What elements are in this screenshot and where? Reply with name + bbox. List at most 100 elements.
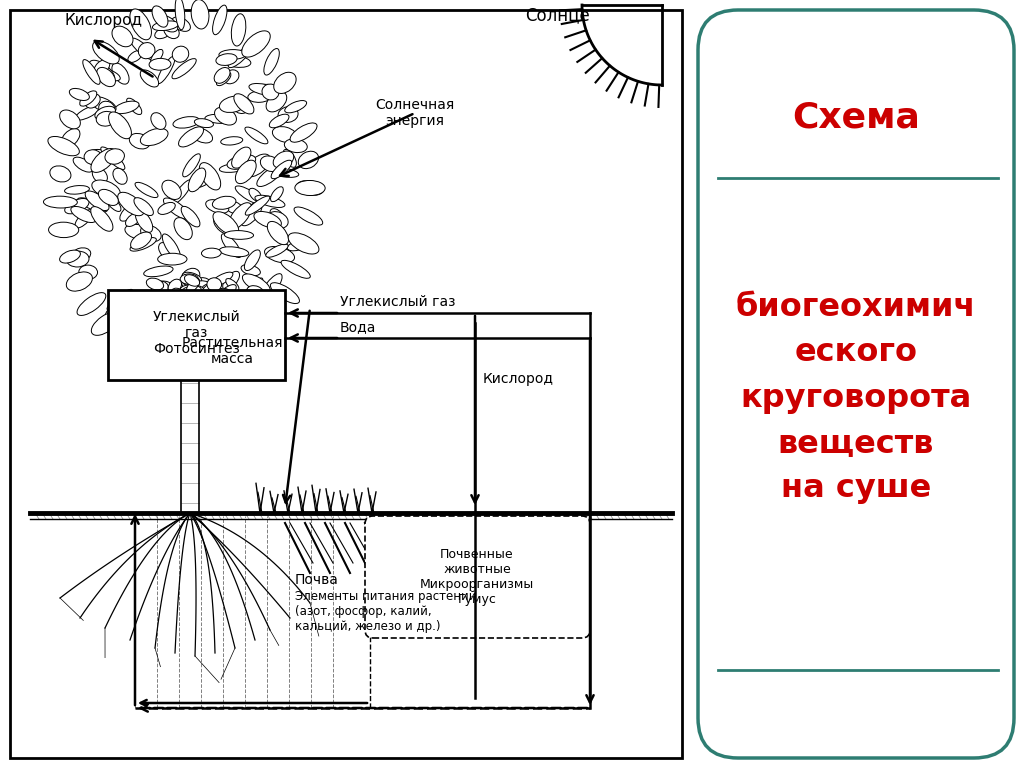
Ellipse shape	[221, 233, 242, 257]
Ellipse shape	[195, 118, 213, 127]
Ellipse shape	[272, 127, 297, 142]
Ellipse shape	[197, 278, 212, 290]
Ellipse shape	[241, 265, 260, 276]
Ellipse shape	[219, 164, 247, 172]
Ellipse shape	[127, 334, 157, 352]
Ellipse shape	[258, 301, 285, 327]
Ellipse shape	[222, 55, 251, 68]
Ellipse shape	[210, 290, 228, 309]
Ellipse shape	[112, 63, 129, 84]
Ellipse shape	[94, 60, 110, 75]
Ellipse shape	[75, 210, 93, 228]
Ellipse shape	[104, 149, 125, 164]
Ellipse shape	[186, 279, 200, 293]
Ellipse shape	[215, 311, 230, 327]
Ellipse shape	[172, 58, 197, 79]
Ellipse shape	[43, 196, 78, 208]
Ellipse shape	[151, 113, 166, 130]
Ellipse shape	[241, 202, 262, 226]
Ellipse shape	[200, 299, 222, 307]
Ellipse shape	[78, 198, 108, 212]
FancyBboxPatch shape	[698, 10, 1014, 758]
Ellipse shape	[219, 285, 237, 300]
Ellipse shape	[267, 212, 288, 228]
Ellipse shape	[206, 200, 228, 214]
Ellipse shape	[279, 107, 298, 122]
Ellipse shape	[180, 274, 199, 284]
Ellipse shape	[150, 58, 171, 70]
Ellipse shape	[163, 234, 180, 260]
Ellipse shape	[65, 186, 89, 194]
Ellipse shape	[285, 139, 307, 153]
Ellipse shape	[184, 275, 200, 286]
Ellipse shape	[181, 268, 200, 285]
Ellipse shape	[191, 128, 213, 143]
Ellipse shape	[266, 92, 287, 112]
Ellipse shape	[61, 128, 80, 147]
Ellipse shape	[245, 154, 270, 177]
Ellipse shape	[158, 253, 187, 265]
Ellipse shape	[224, 291, 243, 303]
Ellipse shape	[116, 329, 129, 349]
Ellipse shape	[296, 180, 324, 195]
Ellipse shape	[266, 244, 288, 257]
Ellipse shape	[87, 197, 106, 208]
Ellipse shape	[136, 339, 145, 364]
Ellipse shape	[80, 91, 97, 106]
Ellipse shape	[298, 151, 318, 169]
Ellipse shape	[169, 294, 184, 309]
Ellipse shape	[214, 216, 234, 235]
Ellipse shape	[188, 168, 206, 192]
Ellipse shape	[214, 294, 237, 308]
Ellipse shape	[130, 237, 157, 251]
Ellipse shape	[67, 272, 92, 291]
Ellipse shape	[186, 329, 206, 343]
Ellipse shape	[180, 303, 195, 316]
Ellipse shape	[146, 278, 164, 290]
Ellipse shape	[153, 6, 168, 27]
Ellipse shape	[195, 308, 220, 321]
Ellipse shape	[246, 196, 269, 215]
Ellipse shape	[71, 207, 96, 223]
Ellipse shape	[288, 241, 308, 251]
Ellipse shape	[281, 260, 310, 278]
Ellipse shape	[164, 24, 179, 38]
Ellipse shape	[264, 247, 295, 263]
Ellipse shape	[98, 101, 115, 116]
Ellipse shape	[134, 197, 154, 216]
Ellipse shape	[129, 323, 147, 339]
Ellipse shape	[267, 221, 289, 245]
Ellipse shape	[164, 282, 183, 298]
Text: Почва: Почва	[295, 573, 339, 587]
Ellipse shape	[152, 281, 168, 296]
Ellipse shape	[249, 84, 279, 95]
Ellipse shape	[172, 349, 188, 376]
Ellipse shape	[104, 300, 131, 323]
Text: Почвенные
животные
Микроорганизмы
Гумус: Почвенные животные Микроорганизмы Гумус	[420, 548, 535, 606]
Ellipse shape	[118, 192, 144, 216]
Ellipse shape	[290, 123, 317, 142]
Ellipse shape	[203, 322, 223, 333]
Ellipse shape	[189, 318, 212, 327]
Bar	[108, 290, 285, 380]
Ellipse shape	[164, 296, 176, 310]
Ellipse shape	[248, 91, 272, 102]
Text: биогеохимич
еского
круговорота
веществ
на суше: биогеохимич еского круговорота веществ н…	[736, 292, 976, 505]
Ellipse shape	[92, 180, 120, 198]
Ellipse shape	[227, 155, 256, 169]
Ellipse shape	[181, 207, 200, 227]
Text: Растительная
масса: Растительная масса	[181, 336, 283, 366]
Ellipse shape	[76, 105, 100, 120]
Ellipse shape	[213, 5, 227, 35]
Ellipse shape	[202, 284, 218, 299]
Ellipse shape	[77, 293, 105, 316]
Ellipse shape	[98, 190, 119, 206]
Ellipse shape	[208, 310, 230, 323]
Ellipse shape	[154, 281, 171, 290]
Ellipse shape	[67, 251, 89, 267]
Ellipse shape	[212, 197, 236, 210]
Ellipse shape	[255, 195, 285, 207]
Ellipse shape	[224, 230, 254, 240]
Ellipse shape	[270, 167, 299, 177]
Ellipse shape	[83, 60, 100, 84]
